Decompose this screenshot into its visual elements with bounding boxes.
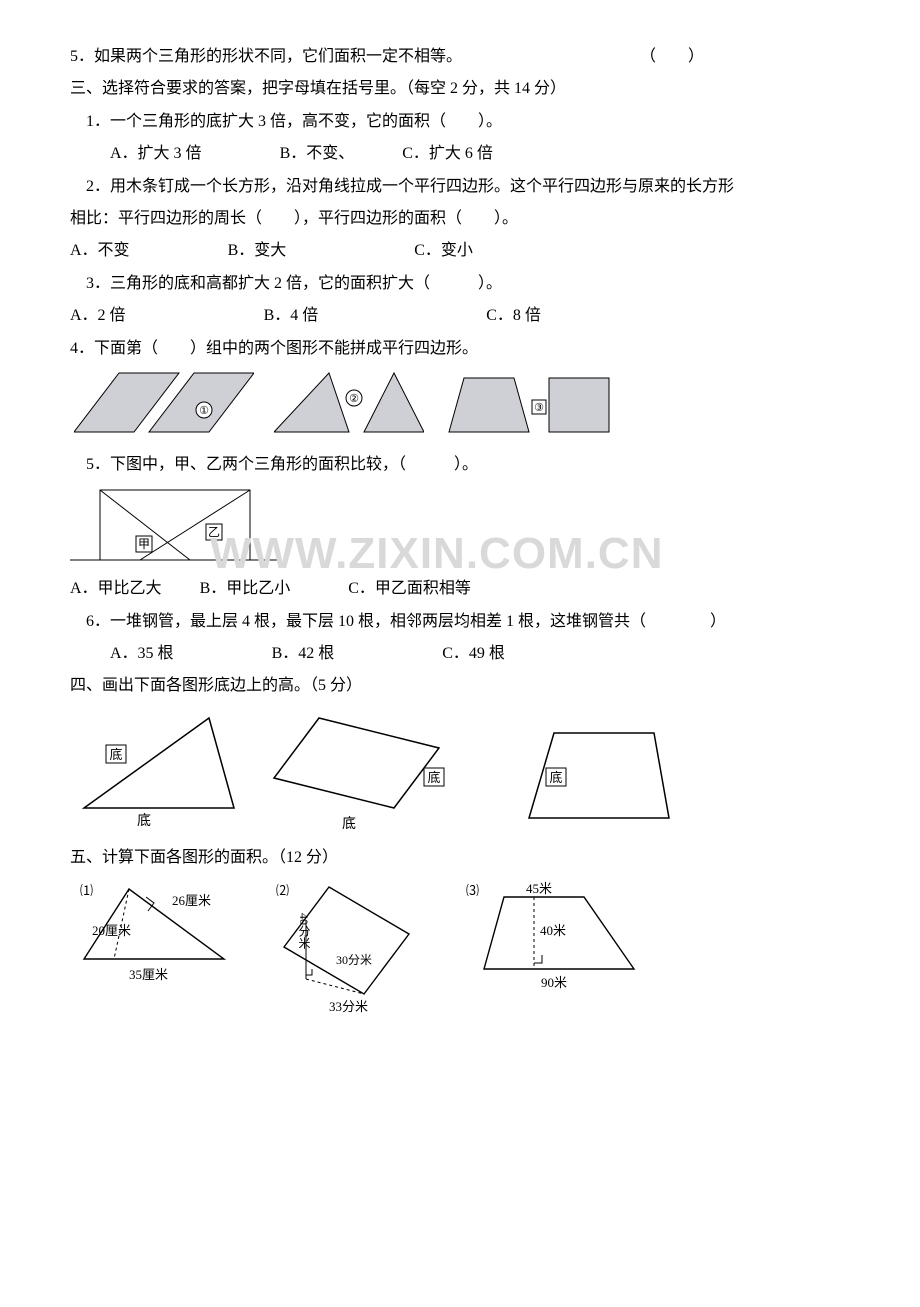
s3-q6-c: C．49 根 bbox=[442, 639, 505, 669]
s4-tri-di2: 底 bbox=[137, 813, 151, 829]
s4-triangle: 底 底 bbox=[74, 713, 244, 833]
q5-jia: 甲 bbox=[138, 537, 150, 551]
s5-f2-c: 33分米 bbox=[329, 999, 368, 1014]
judge-q5: 5．如果两个三角形的形状不同，它们面积一定不相等。 （ ） bbox=[70, 42, 850, 72]
s4-trap-di: 底 bbox=[549, 770, 562, 785]
s3-q3-c: C．8 倍 bbox=[486, 301, 541, 331]
s5-f1-c: 35厘米 bbox=[129, 967, 168, 982]
s3-q5-c: C．甲乙面积相等 bbox=[348, 574, 471, 604]
s5-f1-tag: ⑴ bbox=[80, 883, 93, 898]
s3-q5-options: A．甲比乙大 B．甲比乙小 C．甲乙面积相等 bbox=[70, 574, 850, 604]
judge-q5-paren: （ ） bbox=[640, 48, 704, 65]
s3-q1-stem: 1．一个三角形的底扩大 3 倍，高不变，它的面积（ ）。 bbox=[70, 107, 850, 137]
s3-q5-b: B．甲比乙小 bbox=[200, 574, 291, 604]
s4-parallelogram: 底 底 bbox=[264, 708, 454, 833]
s3-q2-c: C．变小 bbox=[414, 236, 473, 266]
s3-q2-stem1: 2．用木条钉成一个长方形，沿对角线拉成一个平行四边形。这个平行四边形与原来的长方… bbox=[70, 172, 850, 202]
q5-yi: 乙 bbox=[208, 525, 220, 539]
q4-label-1: ① bbox=[199, 405, 209, 417]
s3-q4-figures: ① ② ③ bbox=[74, 370, 850, 440]
s5-fig1: ⑴ 26厘米 20厘米 35厘米 bbox=[74, 879, 234, 989]
section5-figures: ⑴ 26厘米 20厘米 35厘米 ⑵ 40分米 30分米 33分米 ⑶ bbox=[74, 879, 850, 1014]
q5-figure-wrap: 甲 乙 WWW.ZIXIN.COM.CN bbox=[70, 482, 850, 572]
s4-trapezoid: 底 bbox=[524, 723, 674, 833]
s3-q2-options: A．不变 B．变大 C．变小 bbox=[70, 236, 850, 266]
q4-group3: ③ bbox=[444, 370, 614, 440]
s3-q4-stem: 4．下面第（ ）组中的两个图形不能拼成平行四边形。 bbox=[70, 334, 850, 364]
s5-f3-c: 90米 bbox=[541, 975, 567, 990]
s5-f2-tag: ⑵ bbox=[276, 883, 289, 898]
s3-q1-options: A．扩大 3 倍 B．不变、 C．扩大 6 倍 bbox=[70, 139, 850, 169]
s3-q3-options: A．2 倍 B．4 倍 C．8 倍 bbox=[70, 301, 850, 331]
q5-figure: 甲 乙 bbox=[70, 482, 280, 572]
s4-tri-di1: 底 bbox=[109, 747, 122, 762]
q4-group1: ① bbox=[74, 370, 254, 440]
s5-f3-tag: ⑶ bbox=[466, 883, 479, 898]
s3-q5-a: A．甲比乙大 bbox=[70, 574, 162, 604]
s3-q2-b: B．变大 bbox=[228, 236, 287, 266]
s5-f1-b: 20厘米 bbox=[92, 923, 131, 938]
s3-q3-b: B．4 倍 bbox=[264, 301, 319, 331]
s5-fig2: ⑵ 40分米 30分米 33分米 bbox=[274, 879, 424, 1014]
s3-q1-c: C．扩大 6 倍 bbox=[402, 139, 493, 169]
q4-label-2: ② bbox=[349, 393, 359, 405]
s3-q3-stem: 3．三角形的底和高都扩大 2 倍，它的面积扩大（ ）。 bbox=[70, 269, 850, 299]
s4-para-di2: 底 bbox=[342, 816, 356, 832]
s5-f1-a: 26厘米 bbox=[172, 893, 211, 908]
s3-q2-stem2: 相比：平行四边形的周长（ ），平行四边形的面积（ ）。 bbox=[70, 204, 850, 234]
judge-q5-text: 5．如果两个三角形的形状不同，它们面积一定不相等。 bbox=[70, 48, 462, 65]
s5-f3-a: 45米 bbox=[526, 881, 552, 896]
s4-para-di1: 底 bbox=[427, 770, 440, 785]
q4-label-3: ③ bbox=[534, 402, 544, 414]
s3-q1-a: A．扩大 3 倍 bbox=[110, 139, 202, 169]
q4-group2: ② bbox=[274, 370, 424, 440]
s3-q6-options: A．35 根 B．42 根 C．49 根 bbox=[70, 639, 850, 669]
s3-q3-a: A．2 倍 bbox=[70, 301, 126, 331]
section3-heading: 三、选择符合要求的答案，把字母填在括号里。（每空 2 分，共 14 分） bbox=[70, 74, 850, 104]
section5-heading: 五、计算下面各图形的面积。（12 分） bbox=[70, 843, 850, 873]
s3-q2-a: A．不变 bbox=[70, 236, 130, 266]
s5-fig3: ⑶ 45米 40米 90米 bbox=[464, 879, 654, 999]
s5-f2-a: 40分米 bbox=[297, 913, 311, 949]
section4-heading: 四、画出下面各图形底边上的高。（5 分） bbox=[70, 671, 850, 701]
s5-f2-b: 30分米 bbox=[336, 953, 372, 967]
s3-q6-stem: 6．一堆钢管，最上层 4 根，最下层 10 根，相邻两层均相差 1 根，这堆钢管… bbox=[70, 607, 850, 637]
s3-q6-a: A．35 根 bbox=[110, 639, 174, 669]
s3-q5-stem: 5．下图中，甲、乙两个三角形的面积比较，（ ）。 bbox=[70, 450, 850, 480]
s5-f3-b: 40米 bbox=[540, 923, 566, 938]
s3-q6-b: B．42 根 bbox=[272, 639, 335, 669]
s3-q1-b: B．不变、 bbox=[280, 139, 355, 169]
section4-figures: 底 底 底 底 底 bbox=[74, 708, 850, 833]
